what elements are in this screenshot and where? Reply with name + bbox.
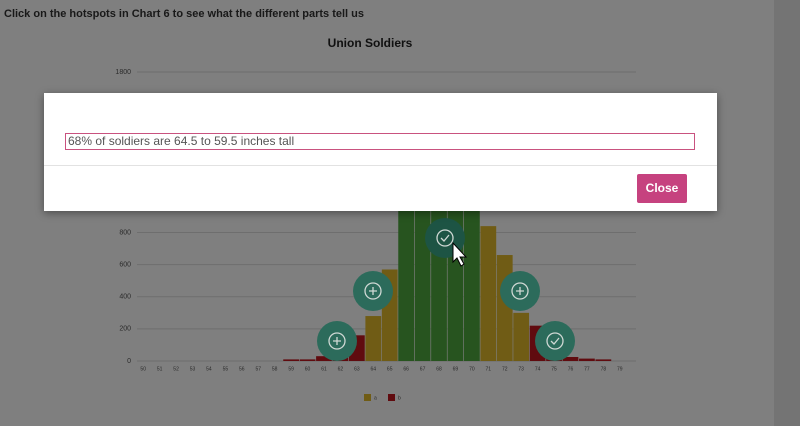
hotspot-ring [328,332,346,350]
hotspot-icon [369,287,377,295]
modal: 68% of soldiers are 64.5 to 59.5 inches … [44,93,717,211]
close-button[interactable]: Close [637,174,687,203]
hotspot-ring [364,282,382,300]
hotspot[interactable] [535,321,575,361]
hotspot-ring [511,282,529,300]
hotspot-icon [333,337,341,345]
hotspot[interactable] [353,271,393,311]
hotspot-circle[interactable] [535,321,575,361]
divider [44,165,717,166]
hotspot-ring [546,332,564,350]
modal-text: 68% of soldiers are 64.5 to 59.5 inches … [65,133,695,150]
hotspot[interactable] [500,271,540,311]
hotspot[interactable] [317,321,357,361]
cursor [452,241,468,267]
hotspot-icon [550,337,560,345]
hotspot-icon [440,234,450,242]
hotspot-icon [516,287,524,295]
hotspot-ring [436,229,454,247]
